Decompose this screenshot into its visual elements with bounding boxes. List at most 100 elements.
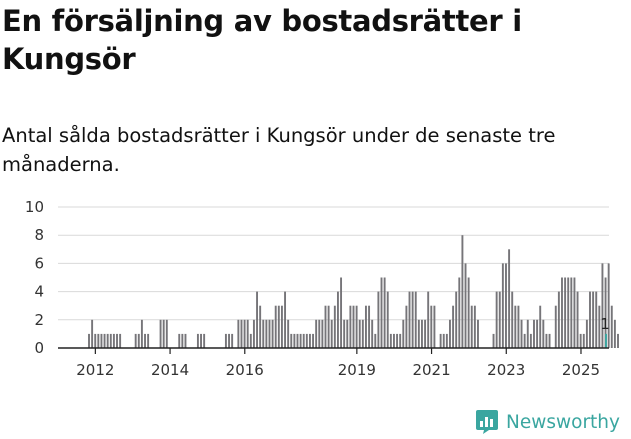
x-tick-label: 2019 xyxy=(338,361,376,379)
bar xyxy=(533,319,535,348)
x-tick-label: 2025 xyxy=(562,361,600,379)
brand-name: Newsworthy xyxy=(506,411,620,433)
bar xyxy=(343,319,346,348)
bar xyxy=(505,263,507,348)
axes: 0 2 4 6 8 10 2012 2014 2016 2019 2021 2023 2025 xyxy=(25,198,609,379)
bar xyxy=(564,277,567,348)
bar xyxy=(268,319,271,348)
bar xyxy=(613,319,616,348)
bar xyxy=(542,319,545,348)
bar xyxy=(427,291,430,348)
bar xyxy=(330,319,333,348)
bar xyxy=(442,333,445,348)
bar xyxy=(352,305,355,348)
bar xyxy=(520,319,523,348)
bar xyxy=(305,333,308,348)
bar xyxy=(296,333,299,348)
bar xyxy=(137,333,140,348)
bar xyxy=(200,333,202,348)
bar xyxy=(371,319,374,348)
bar xyxy=(579,333,582,348)
bar xyxy=(424,319,427,348)
bar xyxy=(433,305,436,348)
x-tick-label: 2014 xyxy=(151,361,189,379)
bar xyxy=(467,277,470,348)
bar xyxy=(256,291,258,348)
y-tick-label: 0 xyxy=(34,339,44,357)
bar xyxy=(411,291,414,348)
bar xyxy=(421,319,423,348)
bar xyxy=(595,291,598,348)
bar xyxy=(598,305,601,348)
bar xyxy=(477,319,479,348)
bar xyxy=(461,235,464,348)
bar xyxy=(592,291,595,348)
bar xyxy=(408,291,411,348)
bar xyxy=(355,305,358,348)
bar xyxy=(346,319,349,348)
bar xyxy=(377,291,380,348)
bar xyxy=(589,291,591,348)
bar xyxy=(134,333,137,348)
bar xyxy=(455,291,458,348)
bar xyxy=(601,263,604,348)
bar xyxy=(287,319,290,348)
bar xyxy=(280,305,283,348)
bar xyxy=(508,249,511,348)
bar xyxy=(570,277,573,348)
newsworthy-logo-icon xyxy=(476,410,498,434)
bar xyxy=(203,333,206,348)
bar xyxy=(523,333,526,348)
bar xyxy=(144,333,146,348)
bar xyxy=(88,333,90,348)
bar xyxy=(271,319,274,348)
bar xyxy=(561,277,563,348)
bar xyxy=(116,333,118,348)
data-label: 1 xyxy=(600,315,610,333)
bar xyxy=(529,333,532,348)
bar xyxy=(240,319,243,348)
bar xyxy=(452,305,455,348)
bar xyxy=(470,305,473,348)
x-tick-label: 2012 xyxy=(76,361,114,379)
bar xyxy=(607,263,610,348)
y-tick-label: 4 xyxy=(34,283,44,301)
bar xyxy=(336,291,339,348)
bar xyxy=(548,333,551,348)
bar xyxy=(492,333,495,348)
y-tick-label: 8 xyxy=(34,226,44,244)
bar xyxy=(361,319,364,348)
x-tick-label: 2023 xyxy=(487,361,525,379)
bar xyxy=(265,319,268,348)
bar xyxy=(224,333,227,348)
bar xyxy=(405,305,408,348)
bar xyxy=(318,319,321,348)
gridlines xyxy=(58,206,609,321)
chart-subtitle: Antal sålda bostadsrätter i Kungsör unde… xyxy=(2,124,556,176)
bar xyxy=(402,319,405,348)
bar xyxy=(228,333,230,348)
bar xyxy=(517,305,520,348)
bar xyxy=(312,333,315,348)
bar xyxy=(514,305,517,348)
bar xyxy=(498,291,501,348)
bar xyxy=(299,333,302,348)
bar xyxy=(458,277,461,348)
bar xyxy=(327,305,330,348)
bar xyxy=(103,333,106,348)
bar xyxy=(383,277,386,348)
bar xyxy=(284,291,287,348)
bar xyxy=(617,333,619,348)
bar xyxy=(396,333,399,348)
bar xyxy=(162,319,165,348)
chart-title: En försäljning av bostadsrätter i Kungsö… xyxy=(2,4,522,76)
bar xyxy=(539,305,542,348)
bar xyxy=(237,319,240,348)
bar xyxy=(231,333,234,348)
bar xyxy=(274,305,277,348)
bar xyxy=(576,291,579,348)
bar xyxy=(414,291,417,348)
bar xyxy=(449,319,451,348)
newsworthy-logo[interactable]: Newsworthy xyxy=(475,405,620,439)
bar xyxy=(386,291,389,348)
